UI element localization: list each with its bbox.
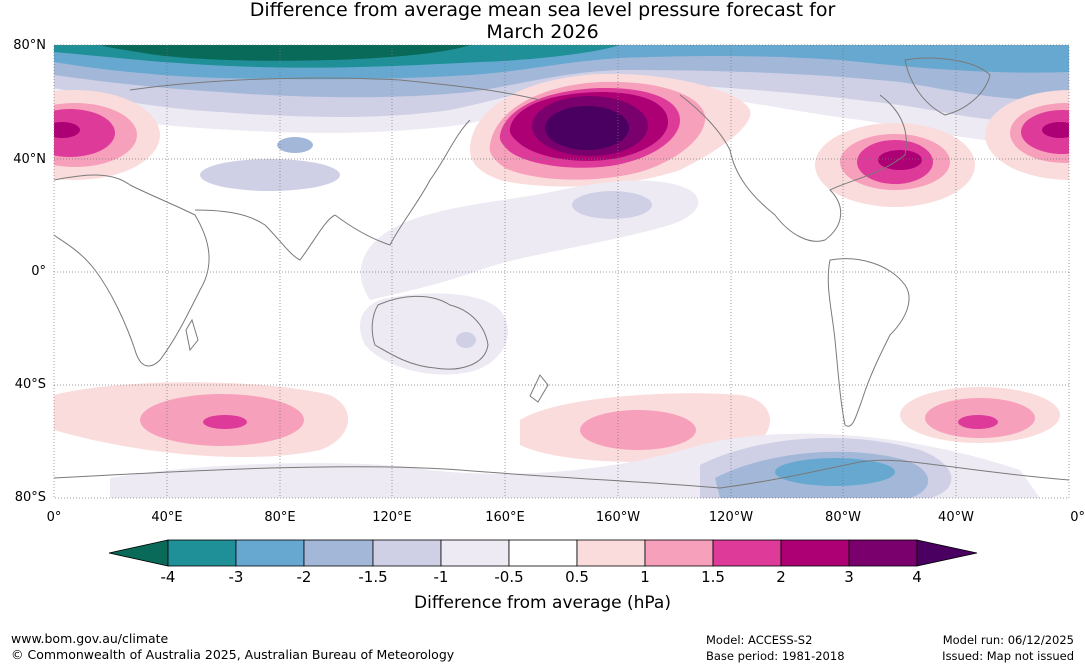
colorbar-swatch-10: [780, 539, 850, 567]
colorbar-tick: 1: [640, 568, 650, 586]
colorbar-swatch-2: [235, 539, 305, 567]
colorbar-swatch-1: [167, 539, 237, 567]
colorbar-tick: 2: [776, 568, 786, 586]
arctic-anomaly-core: [100, 45, 470, 61]
colorbar-swatch-8: [644, 539, 714, 567]
lat-label-40n: 40°N: [13, 152, 46, 167]
colorbar-swatch-5: [440, 539, 510, 567]
model-name: Model: ACCESS-S2: [706, 633, 813, 647]
lon-label-40w: 40°W: [938, 510, 974, 525]
lon-label-120e: 120°E: [372, 510, 412, 525]
madagascar-coast: [185, 318, 199, 352]
colorbar-tick: 3: [844, 568, 854, 586]
antarctica-coast: [54, 459, 1069, 489]
atlantic-high-2: [878, 150, 922, 170]
new-zealand-coast: [529, 374, 549, 403]
lon-label-80w: 80°W: [825, 510, 861, 525]
colorbar-tick: -3: [228, 568, 244, 586]
lon-label-0-west: 0°: [46, 510, 62, 525]
lon-label-40e: 40°E: [151, 510, 183, 525]
colorbar-swatch-9: [712, 539, 782, 567]
africa-coast: [54, 174, 210, 367]
base-period: Base period: 1981-2018: [706, 649, 845, 663]
lat-label-40s: 40°S: [14, 377, 46, 392]
greenland-coast: [904, 57, 991, 116]
asia-small-negative: [277, 137, 313, 153]
europe-high-2-west: [54, 122, 80, 138]
pacific-high-4: [545, 106, 629, 150]
colorbar-tick: -2: [296, 568, 312, 586]
colorbar-swatch-3: [303, 539, 374, 567]
australia-negative: [360, 293, 509, 375]
anomaly-fields: [54, 45, 1069, 498]
australia-coast: [371, 295, 489, 370]
colorbar-tick: -0.5: [494, 568, 524, 586]
colorbar-swatch-7: [576, 539, 646, 567]
map-title-line2: March 2026: [486, 21, 599, 43]
colorbar-swatch-min: [108, 539, 169, 567]
lon-label-0-east: 0°: [1070, 510, 1085, 525]
colorbar-swatch-4: [372, 539, 442, 567]
bom-website-link[interactable]: www.bom.gov.au/climate: [11, 631, 169, 646]
graticule: [54, 45, 1069, 498]
south-pacific-high-1: [580, 410, 696, 450]
colorbar-tick: -4: [160, 568, 176, 586]
colorbar-swatch-11: [848, 539, 918, 567]
europe-small-negative: [200, 159, 340, 191]
lon-label-160w: 160°W: [595, 510, 641, 525]
colorbar-tick: 4: [912, 568, 922, 586]
north-america-coast: [679, 94, 907, 242]
asia-coast: [334, 119, 471, 246]
arabia-india-coast: [194, 209, 336, 261]
coastlines: [54, 57, 1069, 489]
europe-high-2-east: [1042, 122, 1069, 138]
europe-high-15-west: [54, 109, 115, 157]
model-run-date: Model run: 06/12/2025: [942, 633, 1074, 647]
antarctic-negative-core: [775, 458, 895, 486]
colorbar-swatch-6: [508, 539, 578, 567]
colorbar-swatch-max: [916, 539, 978, 567]
eurasia-north-coast: [129, 77, 541, 101]
south-indian-high-15: [203, 415, 247, 429]
south-atlantic-high-15: [958, 415, 998, 429]
colorbar: [108, 539, 978, 567]
lat-label-80s: 80°S: [14, 490, 46, 505]
lon-label-120w: 120°W: [708, 510, 754, 525]
colorbar-tick: 0.5: [565, 568, 589, 586]
issued-status: Issued: Map not issued: [942, 649, 1074, 663]
lat-label-80n: 80°N: [13, 38, 46, 53]
lat-label-equator: 0°: [31, 264, 46, 279]
colorbar-tick: -1: [433, 568, 449, 586]
central-pacific-negative-core: [572, 191, 652, 219]
australia-negative-core: [456, 332, 476, 348]
lon-label-80e: 80°E: [264, 510, 296, 525]
colorbar-tick: -1.5: [358, 568, 388, 586]
copyright-text: © Commonwealth of Australia 2025, Austra…: [11, 647, 455, 662]
colorbar-label: Difference from average (hPa): [414, 593, 671, 613]
map-frame: [53, 44, 1070, 499]
map-title-line1: Difference from average mean sea level p…: [249, 0, 836, 21]
south-america-coast: [827, 258, 910, 427]
lon-label-160e: 160°E: [485, 510, 525, 525]
colorbar-tick: 1.5: [701, 568, 725, 586]
